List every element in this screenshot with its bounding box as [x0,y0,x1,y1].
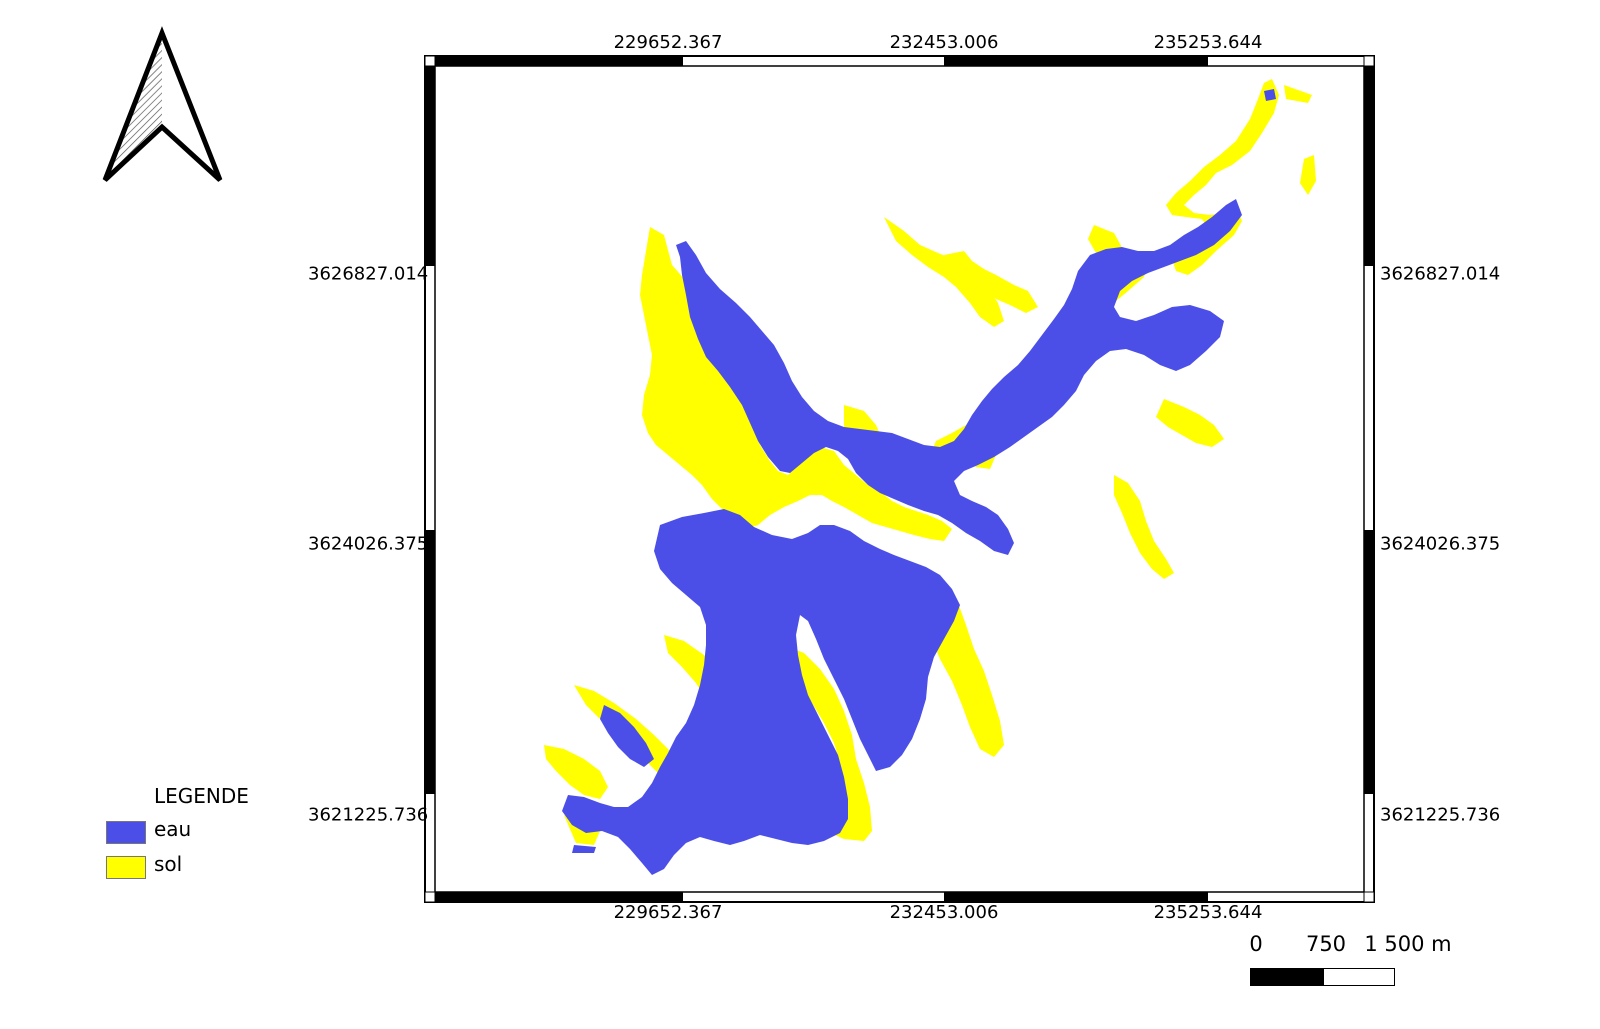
frame-x-label-top-1: 229652.367 [613,32,723,53]
frame-y-label-left-3: 3621225.736 [308,804,429,826]
scale-bar: 0 750 1 500 m [1249,928,1452,998]
scale-bar-segment-white [1323,968,1395,986]
water-area [562,89,1276,875]
legend-swatch-eau [106,821,146,844]
scale-bar-label-0: 0 [1249,932,1263,956]
frame-y-label-right-3: 3621225.736 [1380,804,1501,826]
frame-x-label-bottom-1: 229652.367 [613,902,723,923]
legend-swatch-sol [106,856,146,879]
frame-y-label-right-1: 3626827.014 [1380,263,1501,285]
frame-x-label-bottom-3: 235253.644 [1153,902,1263,923]
scale-bar-segment-black [1250,968,1323,986]
frame-y-label-left-1: 3626827.014 [308,263,429,285]
frame-y-label-left-2: 3624026.375 [308,533,429,555]
legend-label-sol: sol [154,852,183,876]
frame-x-label-top-3: 235253.644 [1153,32,1263,53]
legend-label-eau: eau [154,817,192,841]
legend-title: LEGENDE [154,784,249,808]
map-frame [424,55,1375,903]
scale-bar-label-1500: 1 500 m [1364,932,1452,956]
frame-x-label-top-2: 232453.006 [889,32,999,53]
frame-y-label-right-2: 3624026.375 [1380,533,1501,555]
frame-x-label-bottom-2: 232453.006 [889,902,999,923]
scale-bar-label-750: 750 [1305,932,1347,956]
north-arrow-icon [102,26,223,182]
